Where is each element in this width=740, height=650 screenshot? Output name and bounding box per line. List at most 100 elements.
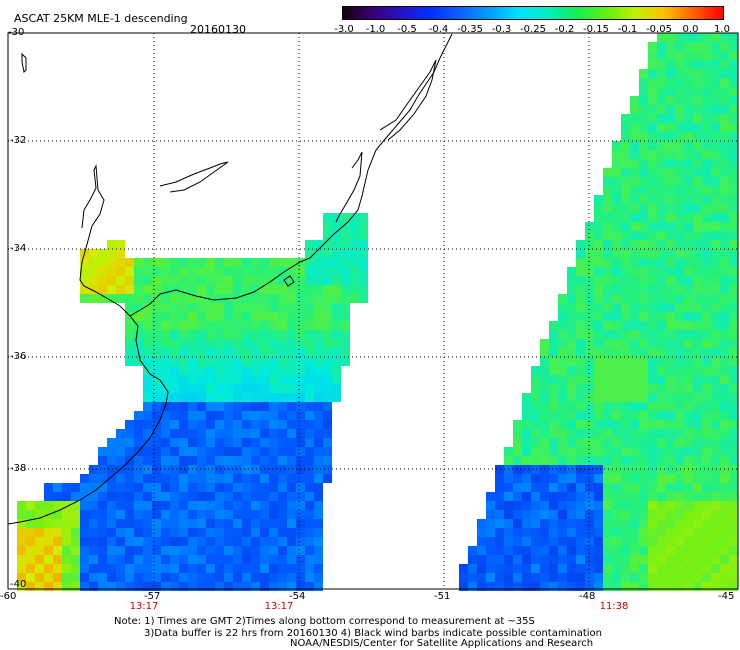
- swath-cell: [269, 483, 278, 492]
- swath-cell: [179, 258, 188, 267]
- swath-cell: [702, 276, 711, 285]
- swath-cell: [630, 159, 639, 168]
- swath-cell: [89, 555, 98, 564]
- swath-cell: [693, 393, 702, 402]
- swath-cell: [558, 456, 567, 465]
- swath-cell: [558, 537, 567, 546]
- swath-cell: [477, 564, 486, 573]
- swath-cell: [341, 285, 350, 294]
- swath-cell: [296, 519, 305, 528]
- swath-cell: [522, 510, 531, 519]
- swath-cell: [576, 366, 585, 375]
- swath-cell: [26, 582, 35, 591]
- swath-cell: [179, 438, 188, 447]
- swath-cell: [612, 456, 621, 465]
- swath-cell: [152, 510, 161, 519]
- swath-cell: [260, 564, 269, 573]
- swath-cell: [567, 573, 576, 582]
- swath-cell: [350, 231, 359, 240]
- swath-cell: [323, 366, 332, 375]
- swath-cell: [657, 123, 666, 132]
- swath-cell: [648, 96, 657, 105]
- swath-cell: [323, 348, 332, 357]
- swath-cell: [639, 132, 648, 141]
- swath-cell: [675, 87, 684, 96]
- swath-cell: [143, 393, 152, 402]
- swath-cell: [657, 456, 666, 465]
- swath-cell: [720, 141, 729, 150]
- swath-cell: [585, 447, 594, 456]
- swath-cell: [666, 105, 675, 114]
- swath-cell: [323, 429, 332, 438]
- swath-cell: [215, 429, 224, 438]
- swath-cell: [522, 447, 531, 456]
- swath-cell: [621, 537, 630, 546]
- swath-cell: [260, 258, 269, 267]
- swath-cell: [585, 222, 594, 231]
- swath-cell: [197, 339, 206, 348]
- swath-cell: [206, 402, 215, 411]
- swath-cell: [504, 492, 513, 501]
- swath-cell: [359, 240, 368, 249]
- swath-cell: [729, 357, 738, 366]
- swath-cell: [630, 492, 639, 501]
- swath-cell: [711, 150, 720, 159]
- swath-cell: [260, 303, 269, 312]
- swath-cell: [215, 510, 224, 519]
- swath-cell: [612, 564, 621, 573]
- swath-cell: [296, 573, 305, 582]
- swath-cell: [684, 555, 693, 564]
- swath-cell: [224, 447, 233, 456]
- swath-cell: [260, 429, 269, 438]
- swath-cell: [80, 483, 89, 492]
- swath-cell: [711, 330, 720, 339]
- swath-cell: [639, 150, 648, 159]
- swath-cell: [522, 438, 531, 447]
- swath-cell: [206, 537, 215, 546]
- swath-cell: [314, 330, 323, 339]
- swath-cell: [711, 177, 720, 186]
- swath-cell: [576, 564, 585, 573]
- swath-cell: [242, 366, 251, 375]
- swath-cell: [323, 213, 332, 222]
- swath-cell: [621, 393, 630, 402]
- swath-cell: [152, 582, 161, 591]
- swath-cell: [107, 573, 116, 582]
- swath-cell: [630, 357, 639, 366]
- swath-cell: [576, 429, 585, 438]
- swath-cell: [62, 537, 71, 546]
- swath-cell: [720, 312, 729, 321]
- swath-cell: [657, 177, 666, 186]
- swath-cell: [630, 528, 639, 537]
- swath-cell: [531, 510, 540, 519]
- swath-cell: [62, 555, 71, 564]
- swath-cell: [495, 519, 504, 528]
- swath-cell: [215, 258, 224, 267]
- swath-cell: [711, 141, 720, 150]
- swath-cell: [296, 375, 305, 384]
- swath-cell: [540, 492, 549, 501]
- swath-cell: [630, 267, 639, 276]
- swath-cell: [134, 519, 143, 528]
- swath-cell: [251, 402, 260, 411]
- swath-cell: [35, 555, 44, 564]
- swath-cell: [729, 159, 738, 168]
- swath-cell: [657, 78, 666, 87]
- swath-cell: [287, 465, 296, 474]
- swath-cell: [621, 123, 630, 132]
- swath-cell: [314, 429, 323, 438]
- swath-cell: [314, 339, 323, 348]
- swath-cell: [648, 393, 657, 402]
- swath-cell: [206, 348, 215, 357]
- swath-cell: [693, 438, 702, 447]
- swath-cell: [657, 483, 666, 492]
- swath-cell: [188, 564, 197, 573]
- swath-cell: [179, 519, 188, 528]
- swath-cell: [675, 483, 684, 492]
- swath-cell: [585, 402, 594, 411]
- swath-cell: [702, 78, 711, 87]
- swath-cell: [594, 402, 603, 411]
- swath-cell: [188, 555, 197, 564]
- swath-cell: [666, 465, 675, 474]
- swath-cell: [639, 546, 648, 555]
